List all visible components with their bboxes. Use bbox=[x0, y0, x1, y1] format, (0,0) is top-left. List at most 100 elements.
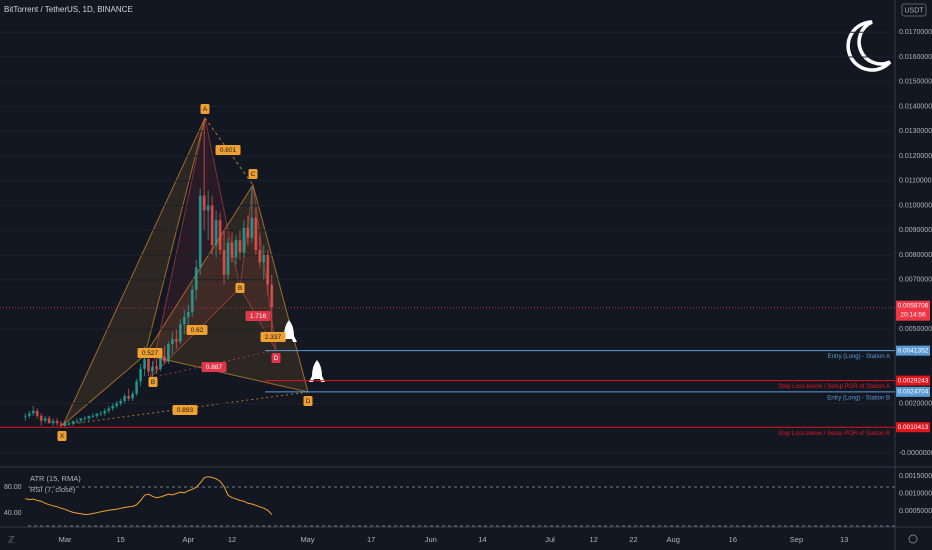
x-tick-label: 13 bbox=[840, 535, 848, 544]
pattern-label-box bbox=[271, 353, 281, 363]
candle-body bbox=[131, 393, 135, 399]
x-tick-label: 14 bbox=[478, 535, 486, 544]
rsi-tick-label: 40.00 bbox=[4, 510, 22, 517]
currency-box[interactable] bbox=[901, 3, 927, 17]
y-tick-label: 0.0140000 bbox=[899, 103, 932, 110]
last-price-text: 0.0058706 bbox=[898, 302, 929, 309]
candle-body bbox=[206, 205, 210, 211]
candle-body bbox=[139, 368, 142, 382]
pattern-label: 0.893 bbox=[177, 407, 194, 414]
x-tick-label: Sep bbox=[790, 535, 803, 544]
candle-body bbox=[163, 356, 166, 362]
candle-body bbox=[246, 227, 250, 238]
candle-body bbox=[123, 396, 127, 402]
pattern-label: 0.62 bbox=[191, 327, 204, 334]
pattern-2-xd bbox=[149, 349, 277, 379]
candle-body bbox=[87, 415, 91, 419]
currency: USDT bbox=[904, 7, 924, 14]
candle-body bbox=[174, 339, 178, 342]
candle-body bbox=[127, 396, 131, 399]
candle-body bbox=[254, 217, 258, 251]
pattern-label: 0.887 bbox=[206, 364, 223, 371]
candle-body bbox=[55, 420, 59, 424]
candle-body bbox=[107, 408, 111, 411]
price-tag bbox=[896, 345, 930, 356]
y-tick-label: 0.0150000 bbox=[899, 79, 932, 86]
candle-body bbox=[91, 415, 95, 417]
x-tick-label: 16 bbox=[729, 535, 737, 544]
candle-body bbox=[103, 410, 107, 414]
pattern-label: 0.527 bbox=[142, 350, 159, 357]
pattern-label: B bbox=[238, 285, 242, 292]
rsi-title: RSI (7, close) bbox=[30, 485, 76, 494]
candle-body bbox=[230, 242, 234, 258]
candle-body bbox=[99, 413, 103, 415]
candle-body bbox=[258, 250, 262, 263]
candle-body bbox=[238, 240, 242, 253]
candle-body bbox=[151, 366, 154, 372]
candle-body bbox=[182, 316, 186, 325]
pattern-label-box bbox=[215, 145, 241, 155]
candle-body bbox=[226, 242, 230, 275]
candle-body bbox=[95, 413, 99, 416]
candle-body bbox=[218, 220, 222, 251]
candle-body bbox=[250, 217, 254, 238]
candle-body bbox=[59, 423, 63, 426]
atr-line bbox=[25, 476, 273, 516]
price-tag bbox=[896, 386, 930, 397]
timezone-icon[interactable]: ℤ bbox=[8, 534, 15, 544]
candle-body bbox=[214, 220, 218, 246]
settings-icon[interactable] bbox=[908, 534, 918, 544]
x-tick-label: 22 bbox=[629, 535, 637, 544]
price-tag-text: 0.0024704 bbox=[898, 389, 929, 396]
x-tick-label: 15 bbox=[117, 535, 125, 544]
y-tick-label: 0.0050000 bbox=[899, 326, 932, 333]
symbol-title: BitTorrent / TetherUS, 1D, BINANCE bbox=[4, 5, 133, 14]
pattern-label: 2.337 bbox=[265, 334, 282, 341]
candle-body bbox=[159, 356, 162, 369]
pattern-label: D bbox=[306, 398, 311, 405]
pattern-label: B bbox=[151, 379, 155, 386]
price-tag bbox=[896, 375, 930, 386]
candle-body bbox=[210, 205, 214, 246]
candle-body bbox=[194, 267, 198, 290]
candle-body bbox=[178, 324, 182, 342]
candle-body bbox=[242, 227, 246, 253]
candle-body bbox=[135, 381, 138, 394]
pattern-xd bbox=[62, 391, 309, 426]
candle-body bbox=[222, 250, 226, 275]
pattern-label-box bbox=[303, 396, 313, 406]
price-tag-text: 0.0041352 bbox=[898, 347, 929, 354]
price-line-text: Entry (Long) - Station B bbox=[827, 395, 890, 401]
price-line-text: Stop Loss below / Setup POR of Station A bbox=[778, 384, 890, 390]
x-tick-label: May bbox=[300, 535, 314, 544]
pattern-label-box bbox=[248, 169, 258, 179]
x-tick-label: Apr bbox=[182, 535, 194, 544]
last-price-tag bbox=[896, 300, 930, 321]
price-tag-text: 0.0010413 bbox=[898, 424, 929, 431]
pattern-label-box bbox=[235, 283, 245, 293]
pattern-label: 0.601 bbox=[220, 147, 237, 154]
candle-body bbox=[170, 339, 174, 345]
candle-body bbox=[147, 358, 150, 372]
candle-body bbox=[190, 289, 194, 312]
y-tick-label: 0.0090000 bbox=[899, 227, 932, 234]
x-tick-label: 12 bbox=[228, 535, 236, 544]
rocket-icon bbox=[309, 360, 325, 382]
x-tick-label: 17 bbox=[367, 535, 375, 544]
y-tick-label: 0.0110000 bbox=[899, 178, 932, 185]
candle-body bbox=[43, 418, 47, 421]
candle-body bbox=[111, 405, 115, 409]
y-tick-label: 0.0120000 bbox=[899, 153, 932, 160]
x-tick-label: 12 bbox=[590, 535, 598, 544]
candle-body bbox=[35, 410, 39, 416]
candle-body bbox=[198, 195, 202, 268]
price-tag bbox=[896, 422, 930, 433]
y2-tick-label: 0.0015000 bbox=[899, 473, 932, 480]
pattern-label-box bbox=[186, 325, 208, 335]
candle-body bbox=[63, 423, 67, 426]
countdown: 20:14:56 bbox=[900, 311, 926, 318]
pattern-xab bbox=[62, 117, 206, 426]
x-tick-label: Jul bbox=[545, 535, 555, 544]
